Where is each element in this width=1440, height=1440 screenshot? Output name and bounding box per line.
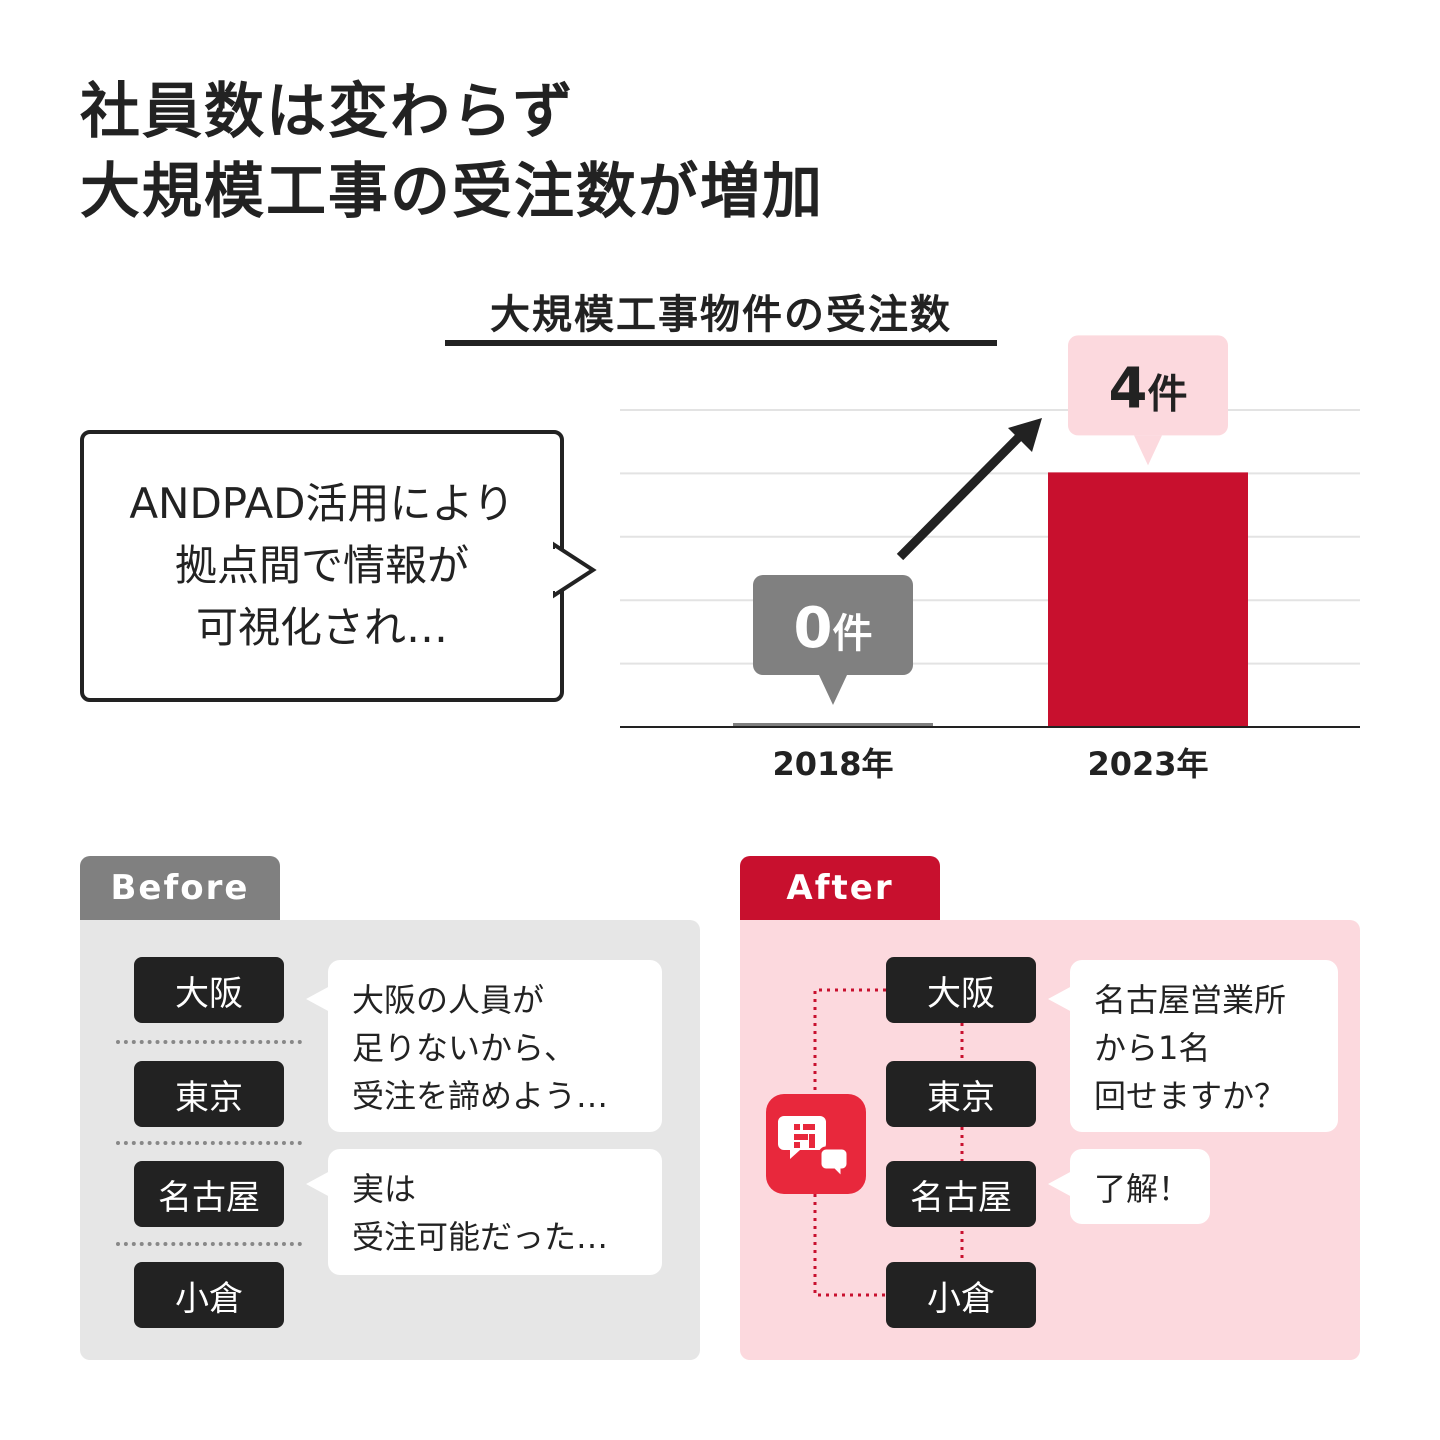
- before-separator: [116, 1141, 302, 1145]
- callout-line-3: 可視化され…: [195, 603, 448, 652]
- after-bubble-2-line-1: 了解！: [1094, 1170, 1191, 1208]
- value-label-box: [753, 575, 913, 675]
- after-bubble-1-line-2: から1名: [1094, 1029, 1211, 1067]
- chart-title: 大規模工事物件の受注数: [490, 292, 952, 338]
- value-label-pointer: [819, 675, 847, 705]
- andpad-chat-icon: [766, 1094, 866, 1194]
- headline-line-2: 大規模工事の受注数が増加: [80, 157, 824, 227]
- x-tick-label: 2018年: [772, 745, 893, 783]
- before-bubble-1-line-2: 足りないから、: [352, 1029, 577, 1067]
- after-bubble-2: 了解！: [1048, 1149, 1210, 1224]
- before-bubble-2-line-1: 実は: [352, 1170, 417, 1208]
- before-city-nagoya: 名古屋: [134, 1161, 284, 1227]
- after-city-osaka: 大阪: [886, 957, 1036, 1023]
- after-bubble-1-line-3: 回せますか？: [1094, 1077, 1287, 1115]
- after-city-nagoya: 名古屋: [886, 1161, 1036, 1227]
- callout-line-2: 拠点間で情報が: [174, 541, 469, 590]
- value-label-pointer: [1134, 435, 1162, 466]
- before-city-osaka: 大阪: [134, 957, 284, 1023]
- callout-box: ANDPAD活用により 拠点間で情報が 可視化され…: [80, 430, 564, 702]
- after-bubble-1-line-1: 名古屋営業所: [1094, 981, 1287, 1019]
- bar-2023年: [1048, 472, 1248, 726]
- before-city-kokura: 小倉: [134, 1262, 284, 1328]
- bar-chart: 2018年 0件 2023年 4件: [620, 335, 1360, 783]
- bar-2018年: [733, 723, 933, 726]
- headline-line-1: 社員数は変わらず: [80, 77, 575, 147]
- after-city-kokura: 小倉: [886, 1262, 1036, 1328]
- data-label: 4件: [1109, 356, 1188, 421]
- before-bubble-1-line-3: 受注を諦めよう…: [352, 1077, 609, 1115]
- x-tick-label: 2023年: [1087, 745, 1208, 783]
- before-bubble-1: 大阪の人員が 足りないから、 受注を諦めよう…: [306, 960, 662, 1132]
- before-bubble-1-line-1: 大阪の人員が: [352, 981, 545, 1019]
- chart-title-underline: [445, 340, 997, 346]
- before-separator: [116, 1242, 302, 1246]
- trend-up-arrow-icon: [896, 432, 1024, 561]
- after-bubble-1: 名古屋営業所 から1名 回せますか？: [1048, 960, 1338, 1132]
- before-bubble-2: 実は 受注可能だった…: [306, 1149, 662, 1275]
- trend-up-arrow-head: [1008, 418, 1042, 452]
- before-bubble-2-line-2: 受注可能だった…: [352, 1218, 609, 1256]
- before-city-tokyo: 東京: [134, 1061, 284, 1127]
- tab-after: After: [740, 856, 940, 920]
- callout-tail: [553, 541, 597, 599]
- data-label: 0件: [794, 596, 873, 661]
- after-city-tokyo: 東京: [886, 1061, 1036, 1127]
- before-separator: [116, 1040, 302, 1044]
- value-label-box: [1068, 335, 1228, 436]
- callout-line-1: ANDPAD活用により: [129, 479, 515, 528]
- headline: 社員数は変わらず 大規模工事の受注数が増加: [80, 72, 824, 232]
- tab-before: Before: [80, 856, 280, 920]
